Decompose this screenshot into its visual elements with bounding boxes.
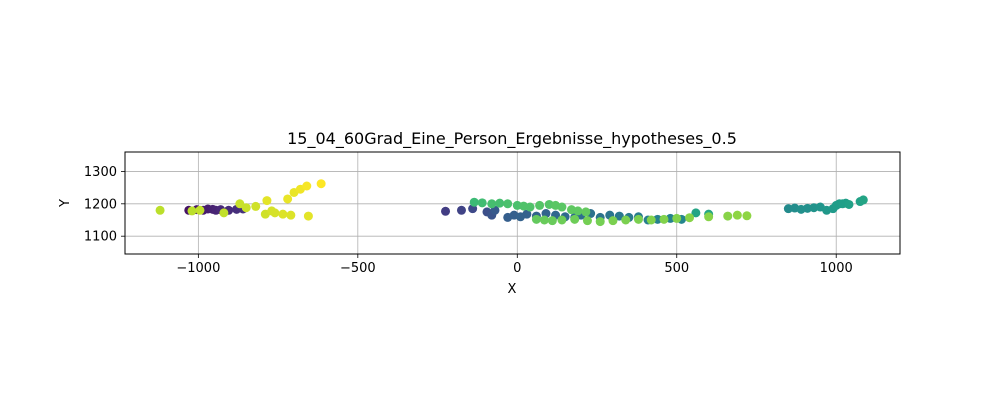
x-tick-label: −1000 [176, 261, 220, 276]
data-point [659, 214, 669, 224]
data-point [262, 196, 272, 206]
data-point [283, 194, 293, 204]
data-point [219, 208, 229, 218]
y-tick-label: 1200 [84, 197, 117, 212]
x-tick-label: 0 [513, 261, 521, 276]
data-point [241, 203, 251, 213]
y-tick-label: 1300 [84, 165, 117, 180]
data-point [557, 202, 567, 212]
data-point [685, 213, 695, 223]
y-tick-label: 1100 [84, 230, 117, 245]
data-point [278, 209, 288, 219]
data-point [581, 207, 591, 217]
data-point [742, 211, 752, 221]
data-point [723, 211, 733, 221]
data-point [522, 209, 532, 219]
y-axis-label: Y [58, 199, 73, 208]
data-point [858, 195, 868, 205]
data-point [487, 199, 497, 209]
data-point [557, 215, 567, 225]
x-tick-label: 500 [664, 261, 689, 276]
data-point [495, 198, 505, 208]
chart-title: 15_04_60Grad_Eine_Person_Ergebnisse_hypo… [287, 129, 737, 149]
plot-frame [124, 151, 901, 255]
data-point [303, 211, 313, 221]
data-point [646, 215, 656, 225]
data-point [672, 213, 682, 223]
data-point [302, 181, 312, 191]
data-point [503, 199, 513, 209]
data-point [621, 215, 631, 225]
data-points [155, 179, 868, 227]
data-point [270, 208, 280, 218]
data-point [535, 200, 545, 210]
data-point [582, 216, 592, 226]
x-axis-label: X [508, 282, 517, 297]
data-point [608, 216, 618, 226]
data-point [286, 210, 296, 220]
data-point [195, 205, 205, 215]
data-point [573, 206, 583, 216]
data-point [477, 198, 487, 208]
data-point [732, 210, 742, 220]
axis-ticks: −1000 −500 0 500 1000 1100 1200 1300 [84, 165, 853, 276]
data-point [691, 208, 701, 218]
x-tick-label: 1000 [820, 261, 853, 276]
data-point [704, 212, 714, 222]
data-point [539, 215, 549, 225]
data-point [456, 205, 466, 215]
data-point [633, 214, 643, 224]
data-point [316, 179, 326, 189]
data-point [547, 216, 557, 226]
data-point [844, 199, 854, 209]
data-point [155, 205, 165, 215]
data-point [441, 206, 451, 216]
data-point [595, 217, 605, 227]
data-point [469, 197, 479, 207]
data-point [251, 201, 261, 211]
x-tick-label: −500 [340, 261, 376, 276]
data-point [570, 214, 580, 224]
data-point [187, 206, 197, 216]
data-point [525, 202, 535, 212]
data-point [531, 214, 541, 224]
